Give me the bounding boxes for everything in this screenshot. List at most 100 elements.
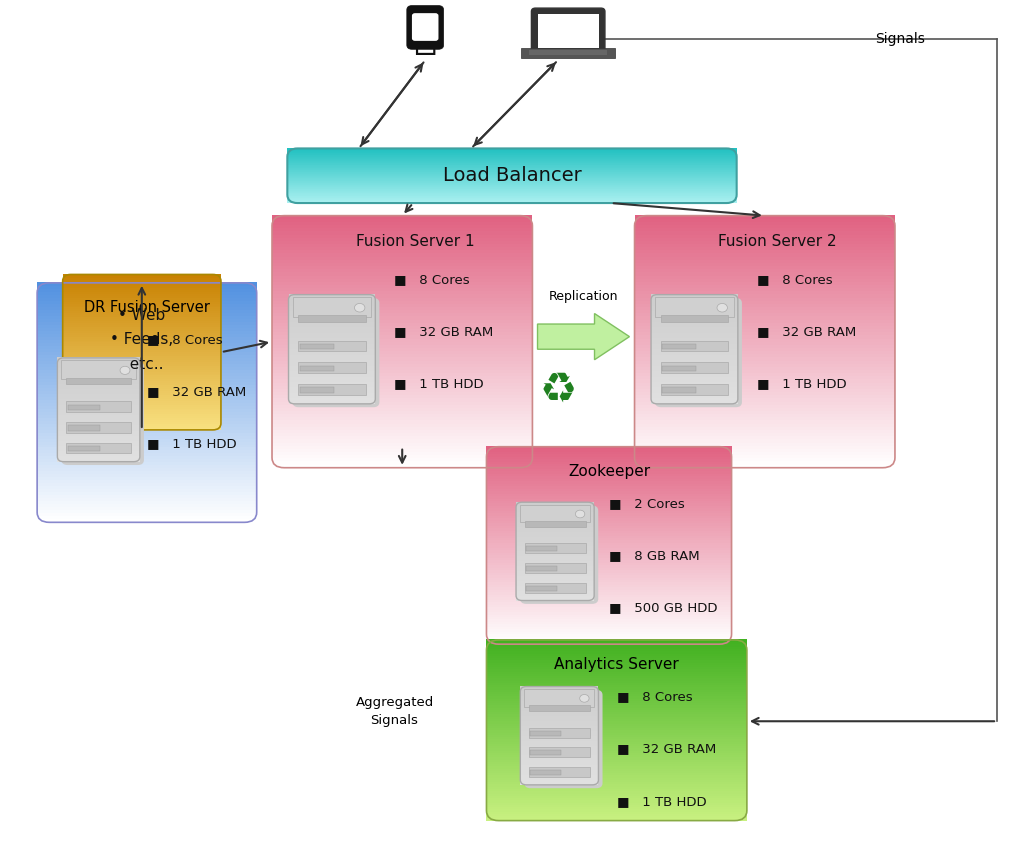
Bar — [37, 411, 257, 415]
Bar — [272, 335, 532, 339]
Bar — [288, 180, 736, 181]
Bar — [289, 357, 376, 360]
Bar — [272, 237, 532, 241]
Bar — [62, 325, 221, 327]
Bar — [635, 331, 895, 336]
Bar — [635, 369, 895, 373]
Bar — [272, 218, 532, 222]
Bar — [288, 164, 736, 166]
Bar — [486, 721, 746, 723]
Bar — [635, 382, 895, 386]
Bar — [62, 419, 221, 422]
Bar — [272, 315, 532, 319]
Bar — [660, 362, 728, 373]
Bar — [486, 500, 731, 503]
Bar — [516, 549, 594, 551]
Bar — [486, 652, 746, 656]
Bar — [272, 230, 532, 234]
Bar — [62, 297, 221, 300]
Bar — [486, 799, 746, 803]
Bar — [486, 648, 746, 652]
Bar — [272, 362, 532, 367]
Bar — [520, 755, 598, 758]
Bar — [272, 287, 532, 292]
Bar — [635, 266, 895, 269]
Bar — [486, 594, 731, 597]
Bar — [272, 391, 532, 395]
Bar — [57, 360, 140, 363]
Bar — [288, 164, 736, 165]
Bar — [486, 555, 731, 558]
Bar — [486, 609, 731, 612]
Bar — [272, 306, 532, 310]
Bar — [486, 550, 731, 553]
Bar — [62, 277, 221, 280]
Bar — [289, 387, 376, 390]
Bar — [486, 614, 731, 617]
Bar — [288, 169, 736, 171]
Bar — [651, 299, 738, 303]
Bar — [62, 320, 221, 323]
Bar — [516, 502, 594, 505]
Bar — [651, 387, 738, 390]
Bar — [635, 271, 895, 276]
Bar — [486, 679, 746, 683]
Bar — [486, 655, 746, 658]
Bar — [486, 638, 731, 642]
Bar — [272, 464, 532, 468]
Bar — [486, 759, 746, 762]
Bar — [289, 341, 376, 344]
Bar — [272, 243, 532, 247]
Bar — [486, 529, 731, 533]
Bar — [651, 321, 738, 325]
Bar — [62, 386, 221, 389]
Bar — [635, 259, 895, 263]
Bar — [57, 446, 140, 448]
Bar — [62, 422, 221, 424]
Bar — [37, 501, 257, 504]
Bar — [516, 553, 594, 556]
Bar — [272, 395, 532, 399]
Bar — [486, 448, 731, 452]
Bar — [288, 157, 736, 158]
Bar — [486, 463, 731, 466]
Bar — [486, 745, 746, 749]
Bar — [37, 345, 257, 349]
Bar — [486, 633, 731, 636]
Bar — [516, 561, 594, 564]
Bar — [486, 693, 746, 696]
Bar — [486, 532, 731, 535]
Bar — [516, 556, 594, 559]
Bar — [635, 388, 895, 392]
Text: ■   32 GB RAM: ■ 32 GB RAM — [146, 385, 246, 399]
Bar — [288, 196, 736, 197]
Bar — [651, 343, 738, 346]
Bar — [651, 294, 738, 298]
Bar — [62, 295, 221, 298]
Bar — [272, 221, 532, 225]
Bar — [272, 451, 532, 455]
Bar — [62, 307, 221, 309]
Bar — [37, 395, 257, 400]
Bar — [57, 370, 140, 373]
Bar — [288, 182, 736, 184]
Bar — [289, 316, 376, 319]
Bar — [651, 379, 738, 382]
Bar — [516, 593, 594, 596]
Bar — [651, 354, 738, 357]
Bar — [61, 361, 136, 379]
Bar — [288, 168, 736, 169]
Bar — [486, 765, 746, 769]
Bar — [486, 671, 746, 674]
Bar — [67, 422, 131, 432]
Text: Zookeeper: Zookeeper — [568, 464, 650, 479]
Bar — [62, 371, 221, 373]
Bar — [288, 166, 736, 168]
Bar — [37, 495, 257, 498]
Bar — [62, 402, 221, 405]
Bar — [520, 691, 598, 694]
Bar — [516, 536, 594, 539]
Bar — [37, 288, 257, 292]
Bar — [486, 781, 746, 785]
Bar — [37, 497, 257, 502]
